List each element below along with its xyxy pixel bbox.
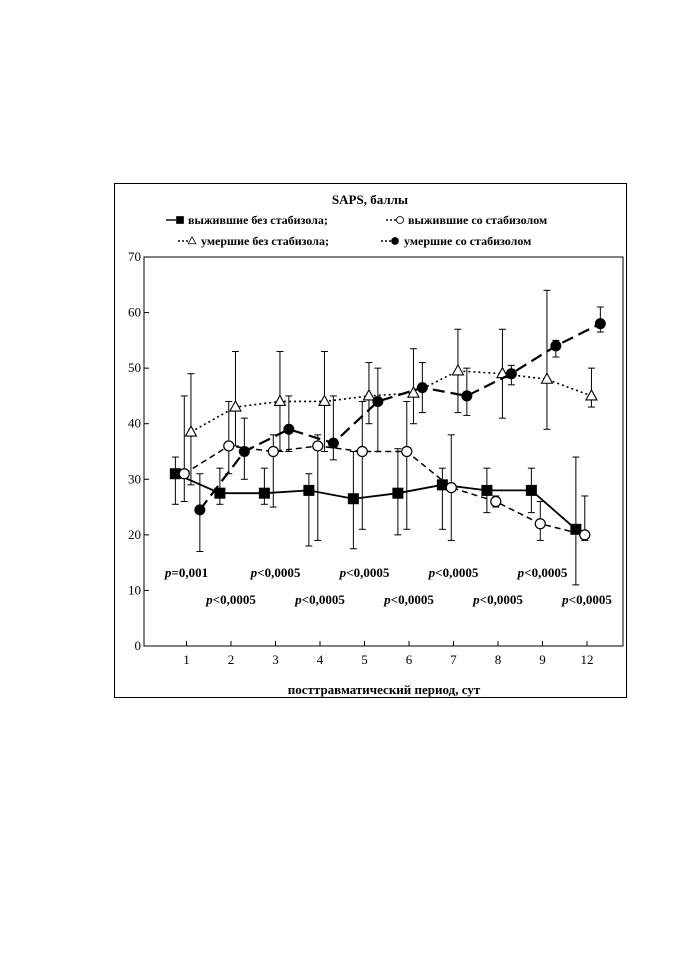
data-point [283, 423, 295, 435]
data-point [273, 394, 287, 407]
y-axis: 0 10 20 30 40 50 60 70 [128, 249, 149, 653]
data-point [579, 529, 591, 541]
data-point [585, 388, 598, 401]
series-line [190, 370, 592, 433]
legend: выжившие без стабизола; выжившие со стаби… [166, 213, 547, 248]
data-point [505, 368, 517, 380]
x-tick-label: 9 [539, 652, 546, 667]
y-tick-label: 60 [128, 305, 141, 320]
p-value-annotations: p=0,001 p<0,0005 p<0,0005 p<0,0005 p<0,0005 p… [164, 565, 612, 607]
data-point [194, 504, 206, 516]
legend-item: умершие со стабизолом [381, 234, 531, 248]
data-point [318, 394, 331, 407]
data-point [534, 518, 546, 530]
x-tick-label: 12 [581, 652, 594, 667]
data-point [401, 445, 413, 458]
p-value-label: p=0,001 [164, 565, 208, 580]
legend-item: выжившие со стабизолом [386, 213, 547, 227]
y-tick-label: 0 [135, 638, 142, 653]
x-tick-label: 5 [361, 652, 368, 667]
figure-frame: SAPS, баллы выжившие без стабизола; выжив… [114, 183, 627, 698]
plot-area [143, 256, 624, 647]
data-point [223, 440, 235, 452]
data-point [540, 372, 554, 384]
y-tick-label: 50 [128, 360, 141, 375]
legend-label: выжившие без стабизола; [188, 213, 328, 227]
data-point [392, 487, 404, 499]
legend-label: умершие без стабизола; [201, 234, 329, 248]
legend-marker [187, 236, 197, 245]
x-axis: 1 2 3 4 5 6 7 8 9 12 [183, 641, 594, 667]
data-point [356, 445, 368, 458]
p-value-label: p<0,0005 [250, 565, 301, 580]
series-2 [184, 289, 598, 486]
data-point [184, 424, 198, 437]
chart: SAPS, баллы выжившие без стабизола; выжив… [128, 192, 624, 697]
p-value-label: p<0,0005 [561, 592, 612, 607]
p-value-label: p<0,0005 [339, 565, 390, 580]
series-3 [194, 306, 606, 553]
legend-marker [391, 237, 399, 245]
data-point [347, 493, 359, 505]
legend-label: выжившие со стабизолом [408, 213, 547, 227]
x-tick-label: 2 [228, 652, 235, 667]
data-point [258, 487, 270, 499]
data-point [481, 484, 493, 496]
y-tick-label: 10 [128, 582, 141, 597]
x-tick-label: 3 [272, 652, 279, 667]
p-value-label: p<0,0005 [294, 592, 345, 607]
p-value-label: p<0,0005 [517, 565, 568, 580]
data-point [461, 390, 473, 402]
data-point [327, 437, 339, 449]
data-point [303, 484, 315, 496]
x-tick-label: 6 [406, 652, 413, 667]
series-line [175, 472, 577, 530]
data-point [372, 395, 384, 407]
chart-title: SAPS, баллы [332, 192, 408, 207]
data-point [594, 318, 606, 330]
data-point [550, 340, 562, 352]
data-point [490, 495, 502, 508]
x-tick-label: 4 [317, 652, 324, 667]
series-line [198, 322, 601, 511]
data-point [407, 386, 420, 398]
x-tick-label: 8 [495, 652, 502, 667]
p-value-label: p<0,0005 [205, 592, 256, 607]
legend-marker [176, 216, 184, 224]
p-value-label: p<0,0005 [383, 592, 434, 607]
x-tick-label: 1 [183, 652, 190, 667]
x-axis-label: посттравматический период, сут [288, 682, 481, 697]
y-tick-label: 70 [128, 249, 141, 264]
data-point [229, 399, 242, 412]
p-value-label: p<0,0005 [472, 592, 523, 607]
data-point [178, 468, 190, 480]
data-point [362, 388, 376, 401]
data-point [416, 382, 428, 394]
data-point [214, 487, 226, 499]
y-tick-label: 40 [128, 416, 141, 431]
p-value-label: p<0,0005 [428, 565, 479, 580]
y-tick-label: 30 [128, 471, 141, 486]
legend-label: умершие со стабизолом [404, 234, 531, 248]
data-point [238, 446, 250, 457]
x-tick-label: 7 [450, 652, 457, 667]
data-point [445, 482, 457, 494]
data-point [312, 440, 324, 452]
legend-item: выжившие без стабизола; [166, 213, 328, 227]
legend-marker [396, 216, 404, 224]
series-layer [169, 289, 606, 586]
data-point [267, 445, 279, 458]
y-tick-label: 20 [128, 527, 141, 542]
legend-item: умершие без стабизола; [178, 234, 329, 248]
series-0 [169, 448, 582, 586]
data-point [451, 363, 465, 376]
data-point [570, 523, 582, 535]
data-point [525, 484, 537, 496]
